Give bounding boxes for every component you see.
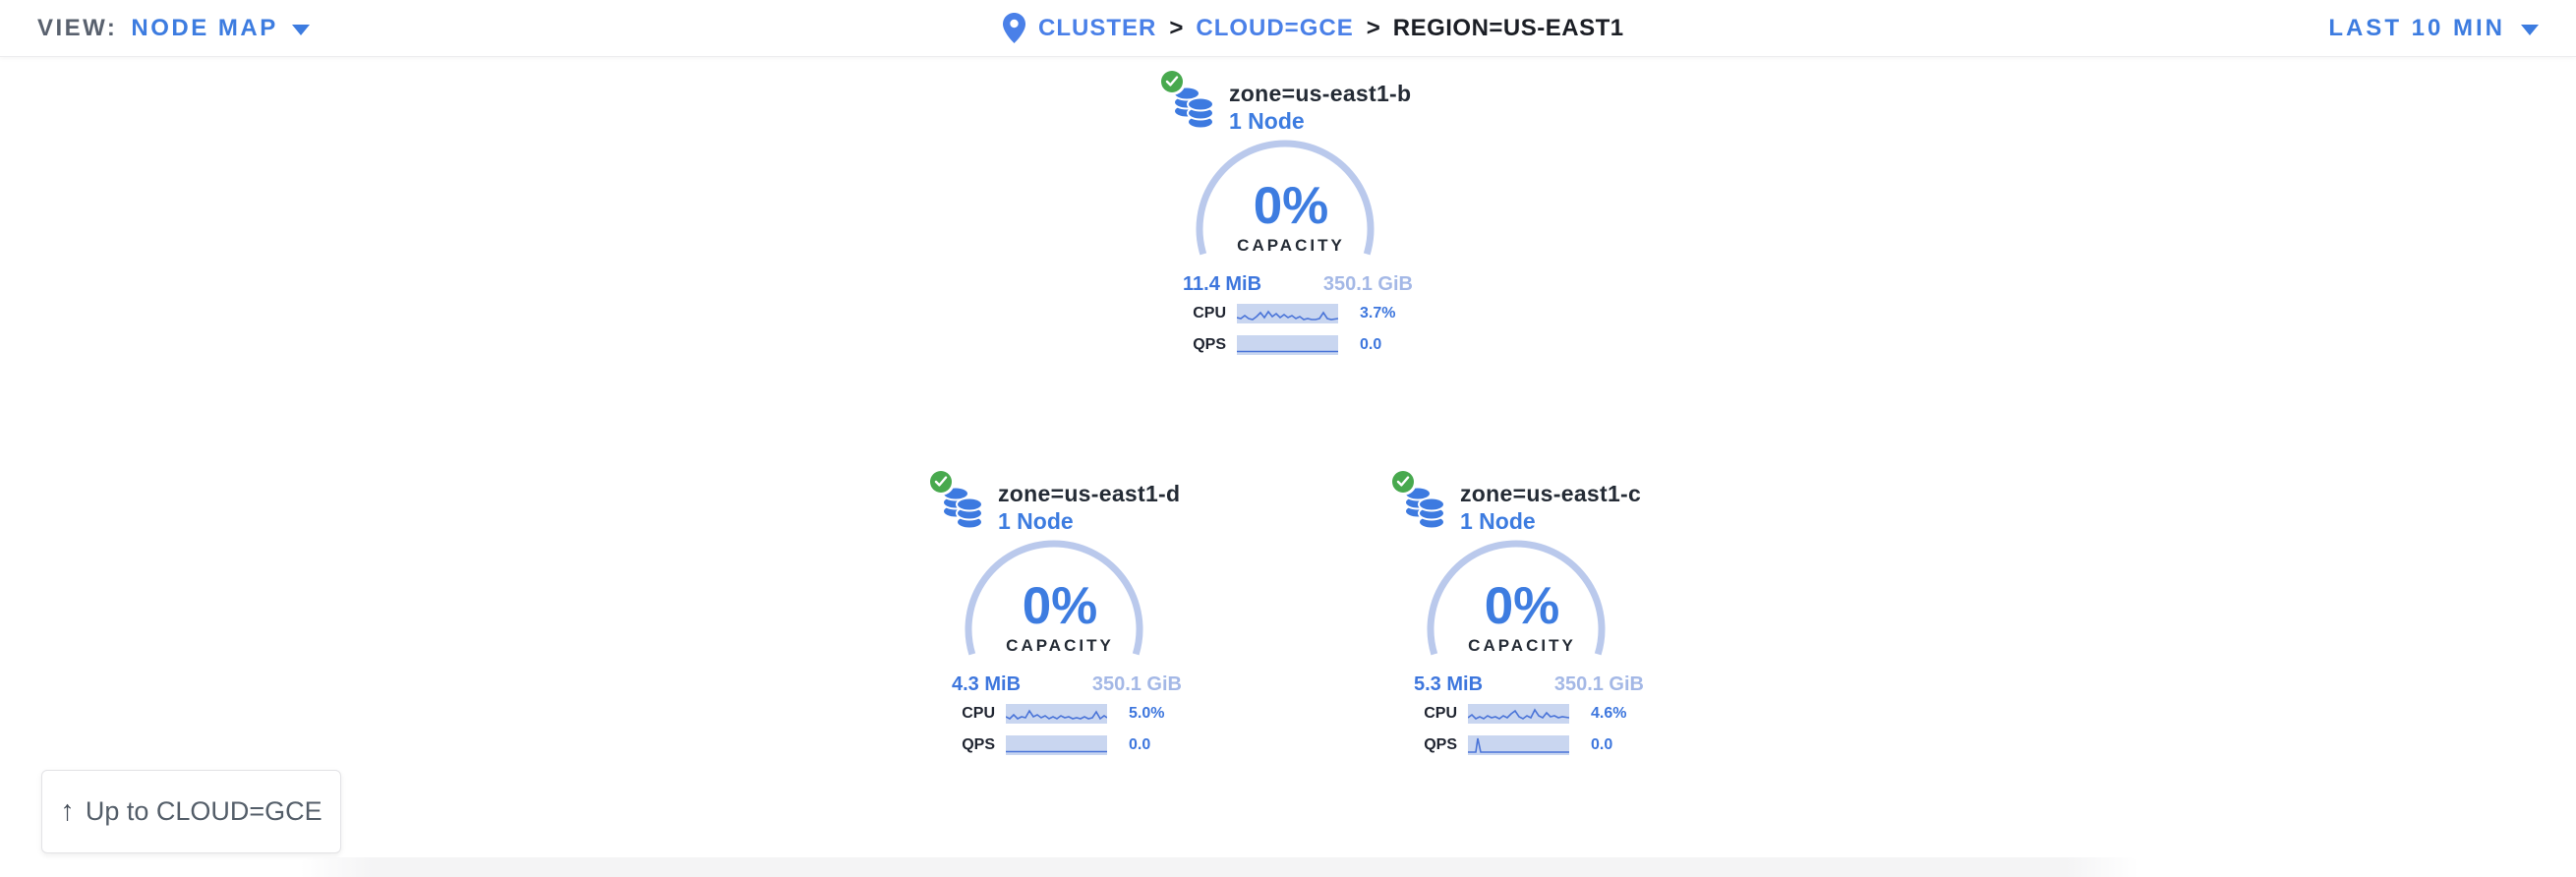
cpu-value: 4.6%: [1591, 705, 1627, 722]
healthy-check-icon: [1161, 71, 1183, 92]
cpu-label: CPU: [962, 705, 995, 722]
qps-value: 0.0: [1360, 336, 1382, 353]
cpu-metric-row: CPU 4.6%: [1398, 704, 1646, 724]
qps-label: QPS: [962, 736, 995, 753]
cpu-metric-row: CPU 5.0%: [936, 704, 1184, 724]
database-stack-icon: [930, 471, 983, 530]
capacity-label: CAPACITY: [1237, 236, 1345, 255]
zone-node-count: 1 Node: [1460, 508, 1536, 534]
cpu-value: 3.7%: [1360, 305, 1396, 322]
chevron-down-icon: [2521, 24, 2539, 35]
capacity-total: 350.1 GiB: [1091, 673, 1182, 695]
capacity-used: 11.4 MiB: [1183, 273, 1262, 295]
breadcrumb-separator: >: [1169, 14, 1184, 41]
qps-metric-row: QPS 0.0: [936, 735, 1184, 755]
breadcrumb-current-region: REGION=US-EAST1: [1392, 14, 1624, 41]
qps-metric-row: QPS 0.0: [1167, 335, 1415, 355]
breadcrumb: CLUSTER > CLOUD=GCE > REGION=US-EAST1: [1003, 0, 1624, 56]
zone-name: zone=us-east1-c: [1460, 481, 1642, 506]
location-pin-icon: [1003, 13, 1025, 43]
database-stack-icon: [1161, 71, 1214, 130]
qps-label: QPS: [1193, 336, 1226, 353]
time-range-selector[interactable]: LAST 10 MIN: [2328, 0, 2539, 56]
capacity-label: CAPACITY: [1468, 636, 1576, 655]
cpu-value: 5.0%: [1129, 705, 1165, 722]
zone-name: zone=us-east1-d: [998, 481, 1181, 506]
view-selector[interactable]: VIEW: NODE MAP: [37, 0, 310, 56]
capacity-percent: 0%: [1022, 577, 1098, 635]
zone-node-count: 1 Node: [1229, 108, 1305, 134]
capacity-total: 350.1 GiB: [1553, 673, 1644, 695]
capacity-gauge-arc: [1196, 140, 1375, 256]
capacity-gauge-arc: [965, 540, 1143, 656]
qps-label: QPS: [1424, 736, 1457, 753]
zone-name: zone=us-east1-b: [1229, 81, 1412, 106]
cpu-metric-row: CPU 3.7%: [1167, 304, 1415, 323]
zone-card-us-east1-c[interactable]: zone=us-east1-c 1 Node 0% CAPACITY 5.3 M…: [1392, 465, 1646, 760]
capacity-values: 4.3 MiB 350.1 GiB: [952, 672, 1182, 696]
qps-sparkline: [1468, 735, 1569, 755]
cpu-label: CPU: [1424, 705, 1457, 722]
capacity-gauge-arc: [1427, 540, 1606, 656]
cpu-sparkline: [1006, 704, 1107, 724]
node-map-canvas: zone=us-east1-b 1 Node 0% CAPACITY 11.4 …: [0, 56, 2576, 877]
arrow-up-icon: ↑: [60, 795, 75, 827]
qps-metric-row: QPS 0.0: [1398, 735, 1646, 755]
healthy-check-icon: [930, 471, 952, 493]
breadcrumb-separator: >: [1366, 14, 1380, 41]
cpu-label: CPU: [1193, 305, 1226, 322]
content-below-strip: [300, 857, 2138, 877]
zone-card-us-east1-b[interactable]: zone=us-east1-b 1 Node 0% CAPACITY 11.4 …: [1161, 65, 1415, 360]
cpu-sparkline: [1468, 704, 1569, 724]
topbar: VIEW: NODE MAP CLUSTER > CLOUD=GCE > REG…: [0, 0, 2576, 57]
qps-sparkline: [1006, 735, 1107, 755]
chevron-down-icon: [291, 24, 310, 35]
capacity-values: 5.3 MiB 350.1 GiB: [1414, 672, 1644, 696]
breadcrumb-cluster-link[interactable]: CLUSTER: [1038, 14, 1157, 41]
qps-sparkline: [1237, 335, 1338, 355]
database-stack-icon: [1392, 471, 1445, 530]
healthy-check-icon: [1392, 471, 1414, 493]
qps-value: 0.0: [1591, 736, 1613, 753]
capacity-total: 350.1 GiB: [1322, 273, 1413, 295]
zone-card-us-east1-d[interactable]: zone=us-east1-d 1 Node 0% CAPACITY 4.3 M…: [930, 465, 1184, 760]
capacity-used: 5.3 MiB: [1414, 673, 1484, 695]
capacity-values: 11.4 MiB 350.1 GiB: [1183, 272, 1413, 296]
breadcrumb-cloud-link[interactable]: CLOUD=GCE: [1196, 14, 1354, 41]
qps-value: 0.0: [1129, 736, 1151, 753]
zone-node-count: 1 Node: [998, 508, 1074, 534]
capacity-percent: 0%: [1253, 177, 1329, 235]
up-button-label: Up to CLOUD=GCE: [85, 796, 322, 826]
capacity-used: 4.3 MiB: [952, 673, 1022, 695]
view-label: VIEW:: [37, 14, 118, 41]
cpu-sparkline: [1237, 304, 1338, 323]
capacity-label: CAPACITY: [1006, 636, 1114, 655]
view-value: NODE MAP: [131, 14, 278, 41]
up-to-cloud-button[interactable]: ↑ Up to CLOUD=GCE: [41, 770, 341, 853]
capacity-percent: 0%: [1484, 577, 1560, 635]
time-range-value: LAST 10 MIN: [2328, 14, 2505, 41]
